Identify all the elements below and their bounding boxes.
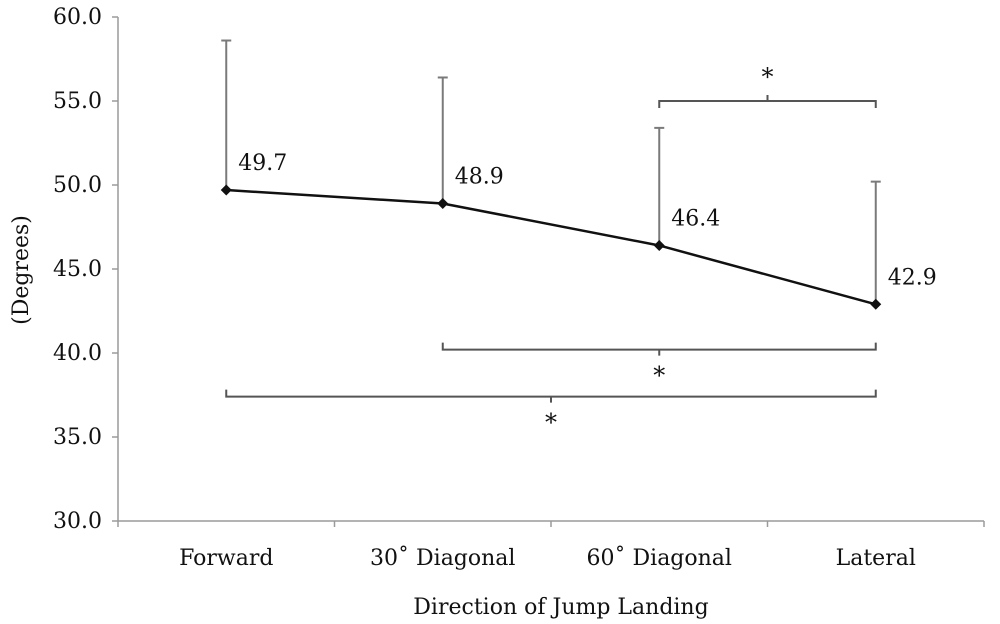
data-point-marker xyxy=(220,184,232,196)
y-axis-title: (Degrees) xyxy=(9,215,34,325)
y-tick-label: 50.0 xyxy=(53,173,102,198)
x-tick-label: Forward xyxy=(179,546,273,571)
significance-bracket xyxy=(441,342,877,356)
y-tick-label: 45.0 xyxy=(53,257,102,282)
y-tick-label: 30.0 xyxy=(53,509,102,534)
y-tick-label: 40.0 xyxy=(53,341,102,366)
data-point-marker xyxy=(437,197,449,209)
y-tick-label: 55.0 xyxy=(53,89,102,114)
y-tick-label: 60.0 xyxy=(53,5,102,30)
significance-bracket xyxy=(658,95,877,108)
significance-star: * xyxy=(653,362,665,390)
significance-bracket xyxy=(225,389,877,403)
data-point-marker xyxy=(653,239,665,251)
data-point-marker xyxy=(870,298,882,310)
data-label: 46.4 xyxy=(671,206,720,231)
x-axis-title: Direction of Jump Landing xyxy=(413,595,708,620)
x-tick-label: 30˚ Diagonal xyxy=(370,544,515,571)
significance-star: * xyxy=(762,63,774,91)
x-tick-label: Lateral xyxy=(836,546,916,571)
significance-star: * xyxy=(545,409,557,437)
data-label: 42.9 xyxy=(888,265,937,290)
y-tick-label: 35.0 xyxy=(53,425,102,450)
data-label: 49.7 xyxy=(238,151,287,176)
series-line xyxy=(226,188,877,306)
x-tick-label: 60˚ Diagonal xyxy=(587,544,732,571)
data-label: 48.9 xyxy=(455,164,504,189)
